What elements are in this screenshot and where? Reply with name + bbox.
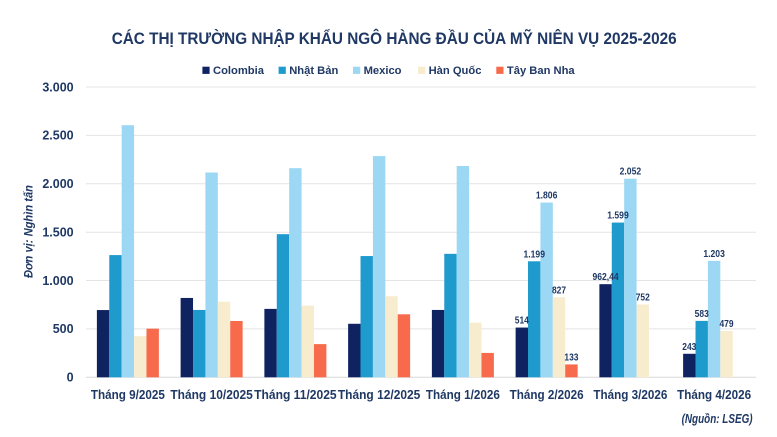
svg-text:Tháng 9/2025: Tháng 9/2025: [91, 387, 165, 402]
svg-text:3.000: 3.000: [42, 80, 73, 94]
svg-text:Tháng 11/2025: Tháng 11/2025: [254, 387, 337, 402]
svg-text:Đơn vị: Nghìn tấn: Đơn vị: Nghìn tấn: [24, 185, 36, 278]
svg-text:500: 500: [53, 322, 74, 336]
svg-text:243: 243: [682, 342, 696, 353]
svg-text:583: 583: [695, 309, 709, 320]
svg-text:1.203: 1.203: [703, 249, 725, 260]
svg-text:1.599: 1.599: [607, 211, 629, 222]
svg-text:Nhật Bản: Nhật Bản: [289, 65, 338, 77]
svg-text:Tháng 4/2026: Tháng 4/2026: [677, 387, 751, 402]
svg-text:1.806: 1.806: [536, 191, 558, 202]
svg-text:479: 479: [719, 319, 733, 330]
svg-text:827: 827: [552, 285, 566, 296]
svg-text:Tháng 3/2026: Tháng 3/2026: [593, 387, 667, 402]
svg-text:Tây Ban Nha: Tây Ban Nha: [507, 65, 576, 77]
svg-text:752: 752: [636, 293, 650, 304]
svg-text:Mexico: Mexico: [364, 65, 402, 77]
svg-text:CÁC THỊ TRƯỜNG NHẬP KHẨU NGÔ H: CÁC THỊ TRƯỜNG NHẬP KHẨU NGÔ HÀNG ĐẦU CỦ…: [112, 28, 677, 48]
svg-text:Tháng 1/2026: Tháng 1/2026: [426, 387, 500, 402]
svg-text:1.500: 1.500: [42, 226, 73, 240]
svg-text:Tháng 2/2026: Tháng 2/2026: [510, 387, 584, 402]
svg-text:1.000: 1.000: [42, 274, 73, 288]
svg-text:0: 0: [67, 371, 74, 385]
svg-text:2.000: 2.000: [42, 177, 73, 191]
svg-text:Hàn Quốc: Hàn Quốc: [429, 65, 482, 77]
svg-text:962,44: 962,44: [592, 272, 619, 283]
svg-text:(Nguồn: LSEG): (Nguồn: LSEG): [682, 411, 753, 426]
svg-text:Tháng 10/2025: Tháng 10/2025: [170, 387, 253, 402]
svg-text:1.199: 1.199: [523, 249, 545, 260]
svg-text:Colombia: Colombia: [213, 65, 265, 77]
svg-text:2.500: 2.500: [42, 129, 73, 143]
svg-text:Tháng 12/2025: Tháng 12/2025: [338, 387, 421, 402]
svg-text:514: 514: [515, 316, 529, 327]
svg-text:133: 133: [564, 352, 578, 363]
svg-text:2.052: 2.052: [620, 167, 642, 178]
